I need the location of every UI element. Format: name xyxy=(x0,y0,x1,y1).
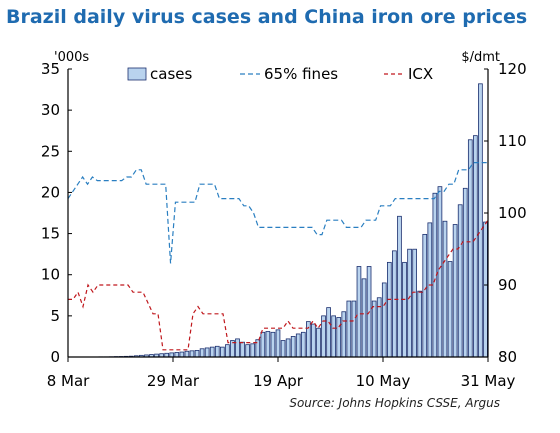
legend: cases 65% fines ICX xyxy=(127,65,433,83)
cases-bar xyxy=(402,261,407,358)
left-tick-label: 35 xyxy=(41,60,60,78)
right-tick-label: 90 xyxy=(498,276,517,294)
cases-bar xyxy=(467,139,473,358)
left-tick-label: 15 xyxy=(41,225,60,243)
legend-fines-label: 65% fines xyxy=(264,65,338,83)
cases-bar xyxy=(341,311,347,358)
cases-bar xyxy=(356,266,362,358)
cases-bar xyxy=(245,344,250,358)
cases-bar xyxy=(437,186,443,358)
x-tick-label: 19 Apr xyxy=(253,372,304,390)
cases-bar xyxy=(422,233,428,358)
price-lines xyxy=(67,162,489,351)
cases-bar xyxy=(447,261,453,358)
left-tick-label: 5 xyxy=(50,307,60,325)
cases-bar xyxy=(381,282,387,358)
cases-bar xyxy=(300,331,306,358)
cases-bar xyxy=(285,338,291,358)
tick-labels: 0 5 10 15 20 25 30 35 80 90 100 110 120 8 Mar 29 Mar 19… xyxy=(41,50,527,390)
cases-bar xyxy=(331,315,336,358)
cases-bar xyxy=(361,278,367,358)
cases-bar xyxy=(417,290,423,358)
cases-bar xyxy=(209,346,215,358)
cases-bar xyxy=(260,331,266,358)
left-unit-label: '000s xyxy=(54,50,89,65)
cases-bar xyxy=(316,327,321,358)
cases-bar xyxy=(199,348,205,358)
cases-bar xyxy=(214,345,220,358)
cases-bar xyxy=(336,317,342,358)
cases-bars xyxy=(98,83,488,358)
source-note: Source: Johns Hopkins CSSE, Argus xyxy=(289,396,500,410)
left-tick-label: 25 xyxy=(41,142,60,160)
cases-bar xyxy=(220,346,225,358)
cases-bar xyxy=(270,331,276,358)
cases-bar xyxy=(392,250,397,358)
cases-bar xyxy=(386,261,392,358)
axes xyxy=(67,68,489,362)
right-tick-label: 110 xyxy=(498,132,527,150)
cases-bar xyxy=(275,329,281,358)
cases-bar xyxy=(442,220,448,358)
cases-bar xyxy=(397,215,402,358)
cases-bar xyxy=(483,221,488,358)
cases-bar xyxy=(290,336,296,358)
cases-bar xyxy=(225,344,230,358)
cases-bar xyxy=(169,352,175,358)
cases-bar xyxy=(250,343,256,358)
cases-bar xyxy=(457,204,463,358)
x-tick-label: 29 Mar xyxy=(147,372,200,390)
left-tick-label: 20 xyxy=(41,183,60,201)
right-tick-label: 100 xyxy=(498,204,527,222)
left-tick-label: 30 xyxy=(41,101,60,119)
cases-bar xyxy=(412,248,417,358)
cases-bar xyxy=(452,224,458,358)
cases-bar xyxy=(184,350,190,358)
chart-title: Brazil daily virus cases and China iron … xyxy=(6,6,528,28)
legend-cases-swatch xyxy=(127,67,147,81)
cases-bar xyxy=(235,338,240,358)
cases-bar xyxy=(194,350,200,358)
cases-bar xyxy=(462,187,468,358)
right-tick-label: 80 xyxy=(498,348,517,366)
cases-bar xyxy=(311,323,316,358)
cases-bar xyxy=(295,333,301,358)
cases-bar xyxy=(280,340,286,358)
legend-icx-label: ICX xyxy=(408,65,433,83)
series-line xyxy=(68,219,489,351)
cases-bar xyxy=(321,315,326,358)
series-line xyxy=(67,162,488,264)
x-tick-label: 10 May xyxy=(356,372,411,390)
cases-bar xyxy=(478,83,483,358)
cases-bar xyxy=(189,350,195,358)
cases-bar xyxy=(326,307,331,358)
cases-bar xyxy=(407,248,412,358)
right-unit-label: $/dmt xyxy=(461,50,500,65)
cases-bar xyxy=(174,352,180,358)
cases-bar xyxy=(204,347,210,358)
cases-bar xyxy=(371,300,377,358)
cases-bar xyxy=(351,300,357,358)
left-tick-label: 0 xyxy=(50,348,60,366)
x-tick-label: 31 May xyxy=(461,372,516,390)
right-tick-label: 120 xyxy=(498,60,527,78)
cases-bar xyxy=(473,135,478,358)
cases-bar xyxy=(427,222,433,358)
cases-bar xyxy=(346,300,352,358)
left-tick-label: 10 xyxy=(41,266,60,284)
cases-bar xyxy=(240,341,245,358)
cases-bar xyxy=(265,331,271,358)
x-tick-label: 8 Mar xyxy=(47,372,90,390)
legend-cases-label: cases xyxy=(150,65,192,83)
cases-bar xyxy=(179,351,185,358)
